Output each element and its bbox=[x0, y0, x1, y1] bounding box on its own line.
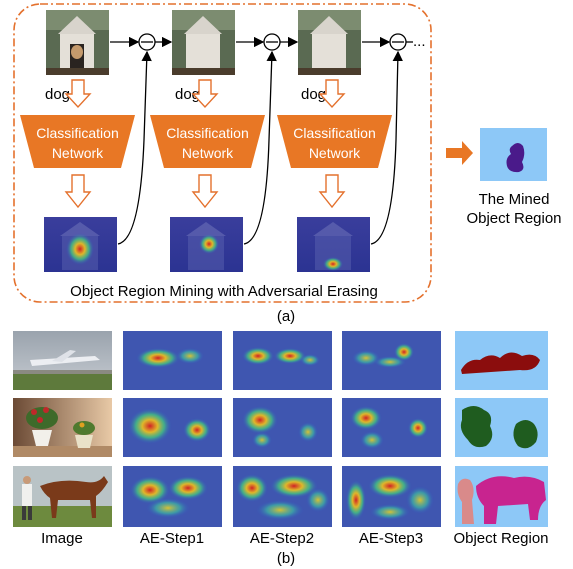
feedback-curve-2 bbox=[243, 50, 277, 245]
column-label-ae-step1: AE-Step1 bbox=[140, 530, 204, 547]
feedback-curve-1 bbox=[117, 50, 152, 245]
classification-network-2 bbox=[150, 115, 265, 168]
result-label-1: The Mined bbox=[479, 191, 550, 208]
output-arrow bbox=[446, 141, 473, 165]
region-potted-plant bbox=[455, 398, 548, 457]
down-arrow-3b bbox=[318, 174, 346, 209]
ae-step1-potted-plant bbox=[123, 398, 222, 457]
feedback-curve-3 bbox=[370, 50, 403, 245]
image-potted-plant bbox=[13, 398, 112, 457]
down-arrow-2a bbox=[191, 79, 219, 109]
column-label-ae-step3: AE-Step3 bbox=[359, 530, 423, 547]
ae-step3-potted-plant bbox=[342, 398, 441, 457]
result-label-2: Object Region bbox=[466, 210, 561, 227]
ae-step2-potted-plant bbox=[233, 398, 332, 457]
network-label-3b: Network bbox=[309, 145, 361, 161]
row-potted-plant bbox=[13, 398, 548, 457]
down-arrow-1a bbox=[64, 79, 92, 109]
panel-a-label: (a) bbox=[277, 308, 295, 325]
input-image-1 bbox=[46, 10, 109, 75]
network-label-1a: Classification bbox=[36, 125, 118, 141]
mined-object-region bbox=[480, 128, 547, 181]
class-label-1: dog bbox=[45, 86, 70, 103]
row-horse bbox=[13, 466, 548, 527]
input-image-2 bbox=[172, 10, 235, 75]
row-airplane bbox=[13, 331, 548, 390]
class-label-3: dog bbox=[301, 86, 326, 103]
image-horse bbox=[13, 466, 112, 527]
region-horse bbox=[455, 466, 548, 527]
ae-step1-airplane bbox=[123, 331, 222, 390]
step-2: dog Classification Network bbox=[150, 10, 265, 272]
ae-step3-horse bbox=[342, 466, 441, 527]
attention-map-1 bbox=[44, 217, 117, 272]
ae-step1-horse bbox=[123, 466, 222, 527]
frame-caption: Object Region Mining with Adversarial Er… bbox=[70, 283, 378, 300]
image-airplane bbox=[13, 331, 112, 390]
network-label-3a: Classification bbox=[293, 125, 375, 141]
ae-step2-airplane bbox=[233, 331, 332, 390]
network-label-2b: Network bbox=[182, 145, 234, 161]
network-label-2a: Classification bbox=[166, 125, 248, 141]
column-label-image: Image bbox=[41, 530, 83, 547]
down-arrow-1b bbox=[64, 174, 92, 209]
step-3: dog Classification Network bbox=[277, 10, 392, 272]
mining-frame bbox=[13, 3, 432, 303]
ae-step2-horse bbox=[233, 466, 332, 527]
classification-network-1 bbox=[20, 115, 135, 168]
down-arrow-2b bbox=[191, 174, 219, 209]
attention-map-2 bbox=[170, 217, 243, 272]
attention-map-3 bbox=[297, 217, 370, 272]
region-airplane bbox=[455, 331, 548, 390]
column-label-ae-step2: AE-Step2 bbox=[250, 530, 314, 547]
input-image-3 bbox=[298, 10, 361, 75]
down-arrow-3a bbox=[318, 79, 346, 109]
ellipsis: ... bbox=[413, 33, 426, 50]
ae-step3-airplane bbox=[342, 331, 441, 390]
column-label-object-region: Object Region bbox=[453, 530, 548, 547]
panel-b-label: (b) bbox=[277, 550, 295, 567]
class-label-2: dog bbox=[175, 86, 200, 103]
network-label-1b: Network bbox=[52, 145, 104, 161]
step-1: dog Classification Network bbox=[20, 10, 135, 272]
classification-network-3 bbox=[277, 115, 392, 168]
